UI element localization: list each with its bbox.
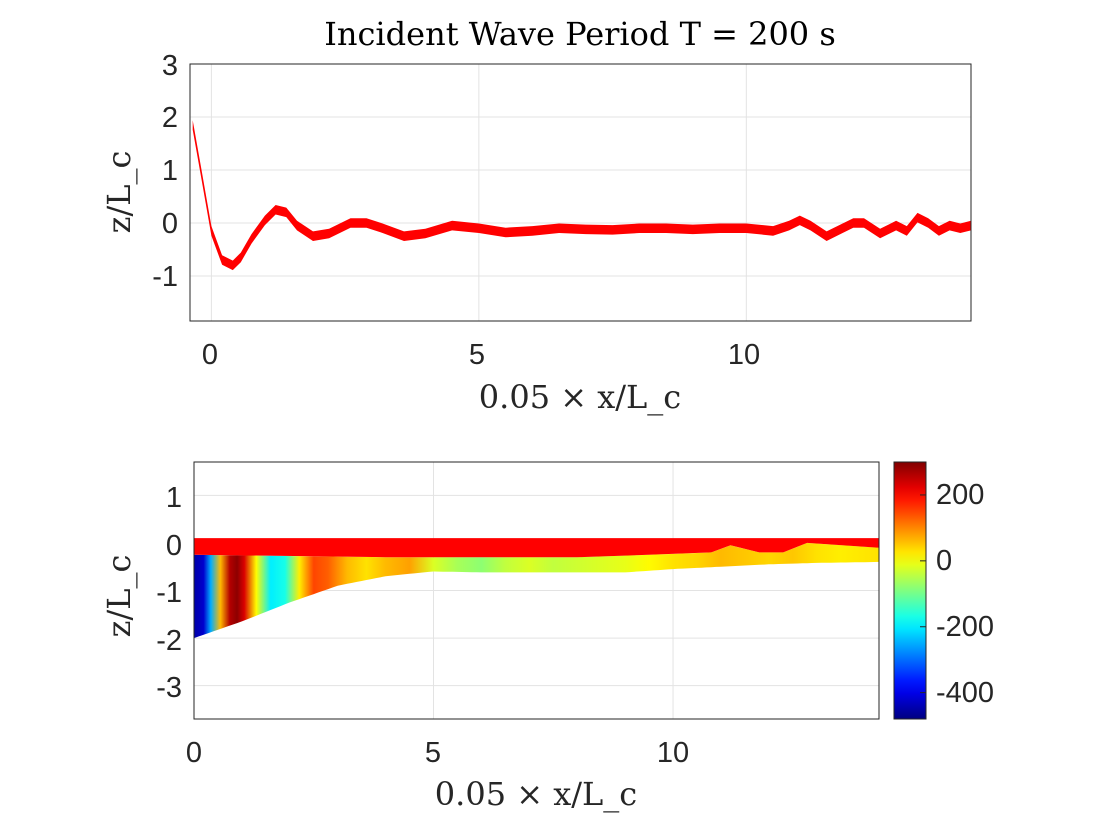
top-y-tick-label: 3 (162, 50, 178, 82)
top-y-tick-label: 1 (162, 155, 178, 187)
bottom-axes-box (193, 461, 880, 720)
colorbar-tick-label: 0 (936, 545, 952, 577)
bottom-y-tick-label: -2 (156, 625, 182, 657)
top-axes-box (189, 63, 972, 322)
bottom-x-tick-label: 10 (657, 737, 689, 769)
colorbar: 200 0 -200 -400 (893, 461, 994, 720)
bottom-y-tick-label: 1 (166, 482, 182, 514)
top-y-tick-label: 0 (162, 208, 178, 240)
top-y-tick-label: -1 (152, 261, 178, 293)
surface-band (194, 538, 879, 558)
series-line-band (192, 120, 971, 271)
bottom-x-tick-label: 0 (186, 737, 202, 769)
top-y-ticks: -1 0 1 2 3 (152, 50, 178, 293)
bottom-x-axis-label: 0.05 × x/L_c (435, 775, 637, 813)
colorbar-gradient (893, 461, 927, 720)
bottom-x-tick-label: 5 (425, 737, 441, 769)
top-y-tick-label: 2 (162, 102, 178, 134)
field-heatmap (194, 542, 879, 639)
colorbar-tick-label: -200 (936, 611, 994, 643)
bottom-y-axis-label: z/L_c (100, 555, 138, 638)
top-x-tick-label: 5 (469, 339, 485, 371)
top-chart-title: Incident Wave Period T = 200 s (324, 15, 836, 53)
bottom-y-tick-label: -1 (156, 577, 182, 609)
top-x-tick-label: 0 (202, 339, 218, 371)
top-x-ticks: 0 5 10 (202, 339, 760, 371)
bottom-y-tick-label: 0 (166, 530, 182, 562)
bottom-x-ticks: 0 5 10 (186, 737, 689, 769)
top-chart: Incident Wave Period T = 200 s 0 5 10 -1… (100, 15, 972, 416)
bottom-y-tick-label: -3 (156, 672, 182, 704)
top-grid (190, 63, 971, 321)
top-x-axis-label: 0.05 × x/L_c (479, 378, 681, 416)
top-x-tick-label: 10 (728, 339, 760, 371)
top-series-band (192, 120, 971, 271)
bottom-chart: 0 5 10 -3 -2 -1 0 1 0.05 × x/L_c z/L_c 2… (100, 461, 994, 813)
bottom-y-ticks: -3 -2 -1 0 1 (156, 482, 182, 704)
colorbar-tick-marks (920, 494, 926, 694)
colorbar-tick-label: -400 (936, 677, 994, 709)
top-y-axis-label: z/L_c (100, 151, 138, 234)
colorbar-tick-label: 200 (936, 479, 984, 511)
